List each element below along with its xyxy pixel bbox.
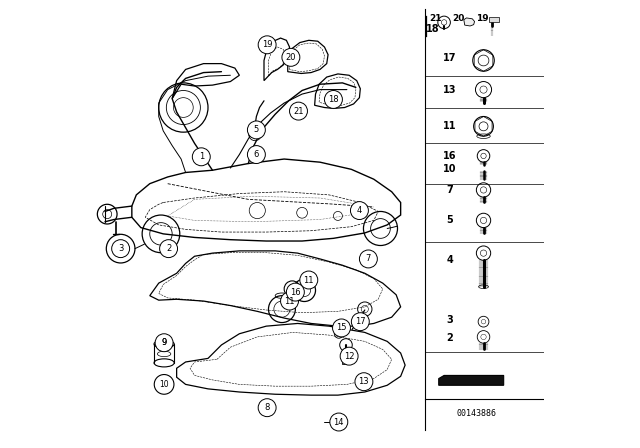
Text: 3: 3 — [447, 315, 453, 325]
Text: 21: 21 — [429, 14, 442, 23]
Circle shape — [330, 413, 348, 431]
Text: 21: 21 — [293, 107, 304, 116]
Text: 20: 20 — [285, 53, 296, 62]
Text: 00143886: 00143886 — [457, 409, 497, 418]
Text: 8: 8 — [264, 403, 270, 412]
Polygon shape — [439, 375, 504, 385]
Text: 5: 5 — [253, 125, 259, 134]
Circle shape — [351, 202, 369, 220]
Text: 13: 13 — [358, 377, 369, 386]
Circle shape — [351, 313, 369, 331]
Text: 1: 1 — [198, 152, 204, 161]
Text: 9: 9 — [161, 338, 167, 347]
Circle shape — [280, 292, 298, 310]
Text: 11: 11 — [443, 121, 457, 131]
Text: 18: 18 — [426, 24, 440, 34]
Circle shape — [248, 146, 266, 164]
Circle shape — [258, 36, 276, 54]
Text: 17: 17 — [443, 53, 457, 63]
Text: 7: 7 — [447, 185, 453, 195]
Text: 19: 19 — [476, 14, 489, 23]
Bar — [333, 420, 342, 425]
Text: 11: 11 — [284, 297, 295, 306]
Circle shape — [355, 373, 373, 391]
Circle shape — [340, 347, 358, 365]
Circle shape — [287, 283, 305, 301]
Text: 7: 7 — [365, 254, 371, 263]
Text: 2: 2 — [447, 333, 453, 343]
Text: 4: 4 — [356, 206, 362, 215]
Circle shape — [159, 240, 177, 258]
Circle shape — [112, 240, 130, 258]
Circle shape — [193, 148, 211, 166]
Text: 12: 12 — [344, 352, 355, 361]
Text: 9: 9 — [161, 338, 167, 347]
Circle shape — [155, 334, 173, 352]
Text: 16: 16 — [290, 288, 301, 297]
Circle shape — [333, 319, 351, 337]
Circle shape — [360, 250, 378, 268]
Circle shape — [324, 90, 342, 108]
Text: 4: 4 — [447, 255, 453, 265]
Circle shape — [258, 399, 276, 417]
Text: 17: 17 — [355, 317, 365, 326]
Circle shape — [282, 48, 300, 66]
Text: 14: 14 — [333, 418, 344, 426]
Text: 10: 10 — [159, 380, 169, 389]
Circle shape — [154, 375, 174, 394]
Bar — [342, 359, 350, 364]
Text: 10: 10 — [443, 164, 457, 174]
Circle shape — [289, 102, 307, 120]
Text: 16: 16 — [443, 151, 457, 161]
Circle shape — [300, 271, 317, 289]
Text: 18: 18 — [328, 95, 339, 104]
Text: 2: 2 — [166, 244, 172, 253]
Text: 6: 6 — [253, 150, 259, 159]
Text: 3: 3 — [118, 244, 124, 253]
Text: 20: 20 — [452, 14, 465, 23]
Text: 19: 19 — [262, 40, 273, 49]
Text: 11: 11 — [303, 276, 314, 284]
Text: 5: 5 — [447, 215, 453, 224]
Circle shape — [248, 121, 266, 139]
Bar — [490, 17, 499, 22]
Text: 15: 15 — [336, 323, 347, 332]
Polygon shape — [464, 18, 475, 26]
Text: 13: 13 — [443, 86, 457, 95]
